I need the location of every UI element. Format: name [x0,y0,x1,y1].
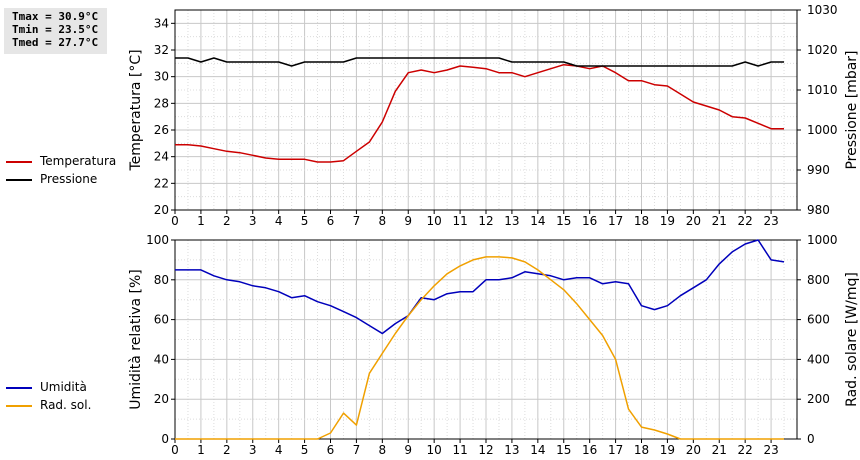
x-tick-label: 3 [249,214,257,228]
x-tick-label: 9 [404,443,412,457]
x-tick-label: 15 [556,443,571,457]
y-tick-label: 30 [154,70,169,84]
x-tick-label: 13 [504,443,519,457]
x-tick-label: 19 [660,443,675,457]
y-tick-label: 24 [154,150,169,164]
x-tick-label: 16 [582,214,597,228]
x-tick-label: 1 [197,443,205,457]
y2-axis-label: Rad. solare [W/mq] [844,272,860,407]
series-line-umidit [175,239,785,335]
x-tick-label: 10 [427,214,442,228]
stat-tmed: Tmed = 27.7°C [12,36,99,49]
x-tick-label: 18 [634,443,649,457]
y2-tick-label: 0 [807,432,815,446]
x-tick-label: 23 [763,214,778,228]
legend-label-rad-sol: Rad. sol. [40,398,92,412]
x-tick-label: 18 [634,214,649,228]
x-tick-label: 21 [712,214,727,228]
legend-label-pressione: Pressione [40,172,98,186]
y2-tick-label: 1010 [807,83,838,97]
legend-swatch-umidita [6,387,32,389]
legend-label-temperatura: Temperatura [40,154,117,168]
x-tick-label: 19 [660,214,675,228]
stats-box: Tmax = 30.9°C Tmin = 23.5°C Tmed = 27.7°… [4,8,107,54]
x-tick-label: 11 [452,214,467,228]
y-axis-label: Umidità relativa [%] [128,269,144,410]
x-tick-label: 15 [556,214,571,228]
x-tick-label: 14 [530,443,545,457]
y2-tick-label: 400 [807,352,830,366]
x-tick-label: 17 [608,443,623,457]
x-tick-label: 11 [452,443,467,457]
x-tick-label: 21 [712,443,727,457]
x-tick-label: 6 [327,443,335,457]
y-tick-label: 40 [154,352,169,366]
x-tick-label: 22 [738,443,753,457]
x-tick-label: 8 [379,214,387,228]
x-tick-label: 12 [478,214,493,228]
y2-tick-label: 1000 [807,233,838,247]
y2-tick-label: 200 [807,392,830,406]
series-line-pressione [175,57,784,67]
y-tick-label: 0 [161,432,169,446]
x-tick-label: 4 [275,214,283,228]
y2-tick-label: 600 [807,313,830,327]
x-tick-label: 22 [738,214,753,228]
x-tick-label: 0 [171,214,179,228]
x-tick-label: 5 [301,214,309,228]
stat-tmin: Tmin = 23.5°C [12,23,99,36]
y2-tick-label: 1000 [807,123,838,137]
x-tick-label: 20 [686,214,701,228]
legend-swatch-rad-sol [6,405,32,407]
series-line-temperatura [175,63,784,163]
y2-tick-label: 980 [807,203,830,217]
x-tick-label: 5 [301,443,309,457]
x-tick-label: 12 [478,443,493,457]
x-tick-label: 8 [379,443,387,457]
y2-tick-label: 800 [807,273,830,287]
x-tick-label: 13 [504,214,519,228]
y-axis-label: Temperatura [°C] [128,49,144,171]
y-tick-label: 22 [154,176,169,190]
y-tick-label: 26 [154,123,169,137]
x-tick-label: 4 [275,443,283,457]
x-tick-label: 0 [171,443,179,457]
y-tick-label: 28 [154,96,169,110]
x-tick-label: 3 [249,443,257,457]
x-tick-label: 7 [353,443,361,457]
y-tick-label: 20 [154,203,169,217]
y2-tick-label: 1030 [807,3,838,17]
y-tick-label: 32 [154,43,169,57]
y-tick-label: 34 [154,16,169,30]
x-tick-label: 2 [223,214,231,228]
x-tick-label: 7 [353,214,361,228]
y2-tick-label: 990 [807,163,830,177]
x-tick-label: 9 [404,214,412,228]
x-tick-label: 14 [530,214,545,228]
legend-swatch-pressione [6,179,32,181]
legend-label-umidita: Umidità [40,380,87,394]
x-tick-label: 2 [223,443,231,457]
stat-tmax: Tmax = 30.9°C [12,10,99,23]
y-tick-label: 20 [154,392,169,406]
x-tick-label: 10 [427,443,442,457]
x-tick-label: 16 [582,443,597,457]
x-tick-label: 6 [327,214,335,228]
y-tick-label: 80 [154,273,169,287]
y2-tick-label: 1020 [807,43,838,57]
y-tick-label: 100 [146,233,169,247]
x-tick-label: 17 [608,214,623,228]
series-line-rad-sol [175,256,784,440]
y2-axis-label: Pressione [mbar] [844,50,860,169]
x-tick-label: 23 [763,443,778,457]
x-tick-label: 20 [686,443,701,457]
x-tick-label: 1 [197,214,205,228]
y-tick-label: 60 [154,313,169,327]
legend-swatch-temperatura [6,161,32,163]
